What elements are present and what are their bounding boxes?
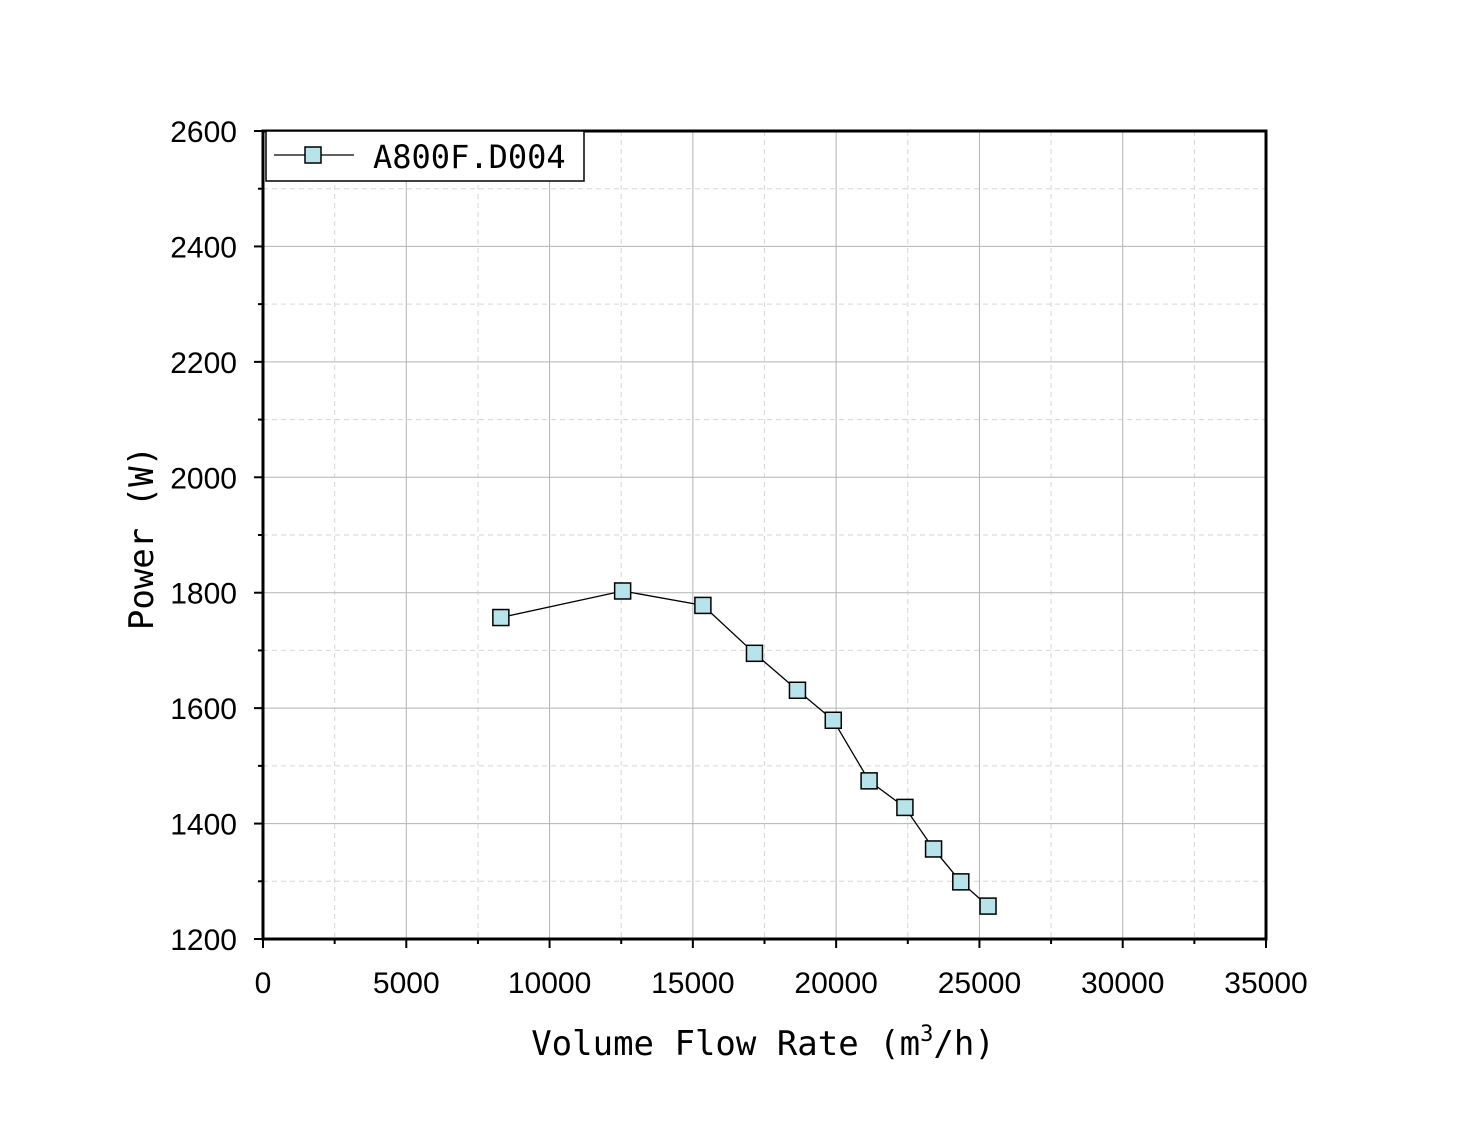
legend-label: A800F.D004 <box>373 138 566 176</box>
x-tick-label: 15000 <box>651 967 734 1000</box>
x-tick-label: 5000 <box>373 967 440 1000</box>
x-tick-label: 20000 <box>794 967 877 1000</box>
y-tick-label: 1200 <box>170 924 237 957</box>
legend: A800F.D004 <box>265 130 585 182</box>
x-tick-label: 10000 <box>508 967 591 1000</box>
y-tick-label: 1400 <box>170 809 237 842</box>
y-tick-label: 1800 <box>170 578 237 611</box>
x-tick-label: 35000 <box>1224 967 1307 1000</box>
x-tick-label: 30000 <box>1081 967 1164 1000</box>
series-line-group <box>500 590 989 907</box>
y-tick-label: 2000 <box>170 462 237 495</box>
y-tick-labels: 1200 1400 1600 1800 2000 2200 2400 2600 <box>170 116 237 957</box>
data-point-marker <box>824 711 843 730</box>
data-point-marker <box>979 897 997 915</box>
x-axis-title: Volume Flow Rate (m3/h) <box>531 1022 995 1064</box>
legend-marker-sample <box>304 146 322 164</box>
series-markers-group <box>492 582 997 915</box>
minor-grid <box>263 131 1266 939</box>
y-axis-title: Power (W) <box>122 446 162 630</box>
data-point-marker <box>952 873 970 891</box>
data-point-marker <box>788 681 807 700</box>
data-point-marker <box>492 608 510 627</box>
axis-ticks <box>254 130 1267 948</box>
data-point-marker <box>694 596 712 615</box>
series-line <box>500 590 989 907</box>
data-point-marker <box>860 772 878 790</box>
y-tick-label: 1600 <box>170 693 237 726</box>
y-tick-label: 2600 <box>170 116 237 149</box>
y-tick-label: 2200 <box>170 347 237 380</box>
data-point-marker <box>896 798 914 817</box>
y-tick-label: 2400 <box>170 231 237 264</box>
x-tick-label: 0 <box>255 967 272 1000</box>
data-point-marker <box>613 582 632 600</box>
data-point-marker <box>924 840 943 858</box>
data-point-marker <box>745 644 764 663</box>
x-tick-label: 25000 <box>938 967 1021 1000</box>
x-tick-labels: 0 5000 10000 15000 20000 25000 30000 35000 <box>255 967 1308 1000</box>
major-grid <box>263 131 1266 939</box>
